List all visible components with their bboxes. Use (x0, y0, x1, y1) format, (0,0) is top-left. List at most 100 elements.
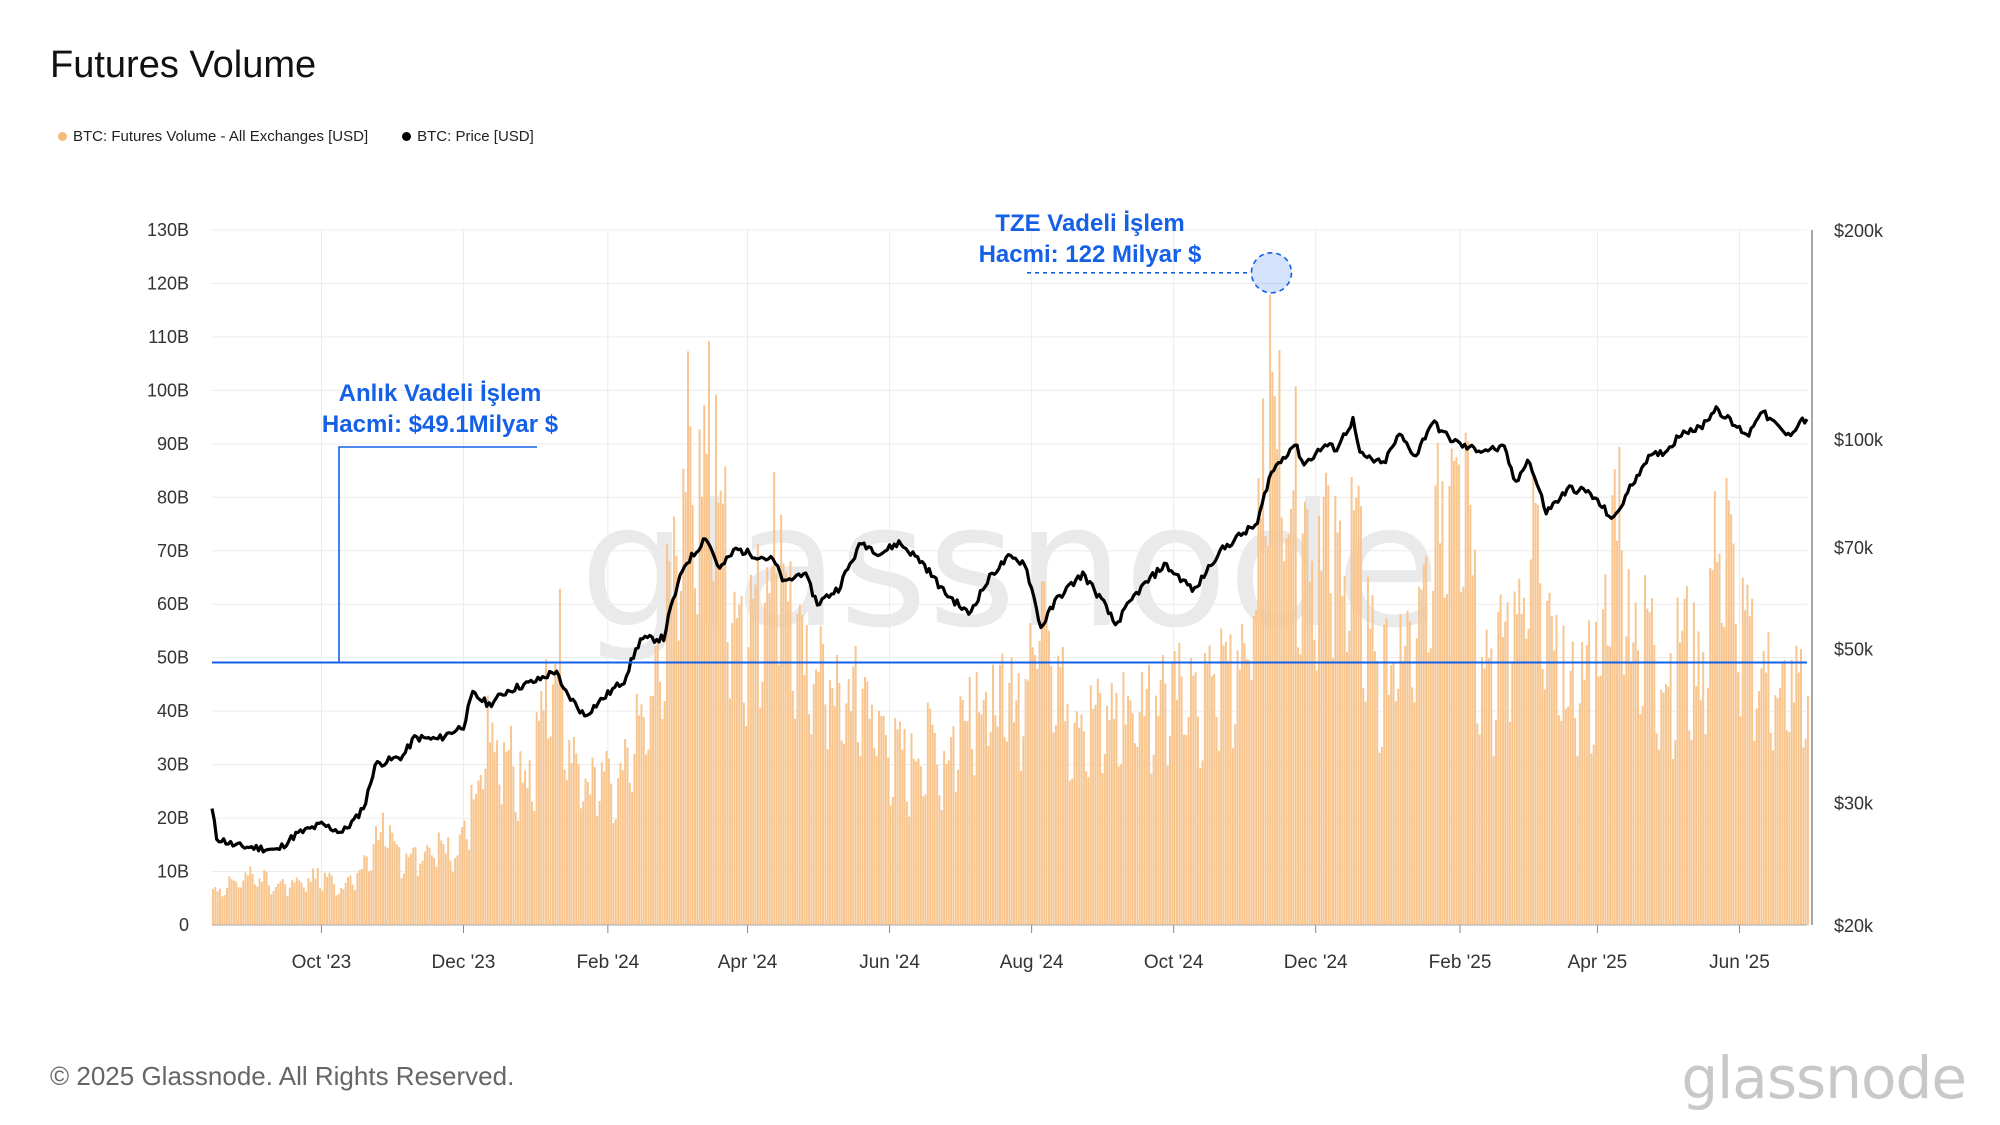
volume-bar (1159, 679, 1162, 925)
price-line (210, 405, 1809, 854)
volume-bar (1331, 658, 1334, 925)
y-left-tick-label: 90B (157, 434, 189, 454)
volume-bar (1800, 649, 1802, 925)
volume-bar (1471, 575, 1474, 925)
volume-bar (1096, 678, 1099, 925)
volume-bar (971, 749, 974, 925)
volume-bar (866, 681, 869, 925)
volume-bar (705, 453, 708, 925)
volume-bar (535, 712, 538, 925)
volume-bar (428, 847, 431, 925)
volume-bar (1050, 666, 1053, 925)
volume-bar (377, 839, 380, 925)
volume-bar (1257, 478, 1260, 925)
volume-bar (1469, 505, 1472, 925)
volume-bar (1681, 630, 1684, 925)
volume-bar (626, 747, 629, 925)
volume-bar (491, 722, 494, 925)
volume-bar (1166, 765, 1169, 925)
volume-bar (354, 890, 357, 925)
volume-bar (808, 714, 811, 925)
volume-bar (249, 866, 252, 925)
volume-bar (239, 887, 242, 925)
volume-bar (826, 749, 829, 925)
volume-bar (1511, 662, 1514, 925)
volume-bar (507, 750, 510, 925)
volume-bar (726, 642, 729, 925)
volume-bar (1271, 371, 1274, 925)
volume-bar (1467, 441, 1470, 925)
volume-bar (1320, 570, 1323, 925)
volume-bar (1280, 517, 1283, 925)
volume-bar (1369, 628, 1372, 925)
y-left-tick-label: 120B (147, 273, 189, 293)
volume-bar (1236, 650, 1239, 925)
legend-item-price[interactable]: BTC: Price [USD] (402, 128, 534, 145)
volume-bar (1385, 618, 1388, 925)
volume-bar (1341, 595, 1344, 925)
volume-bar (575, 753, 578, 925)
volume-bar (563, 769, 566, 925)
volume-bar (407, 857, 410, 925)
volume-bar (845, 703, 848, 925)
volume-bar (1797, 672, 1800, 925)
volume-bar (721, 503, 724, 925)
volume-bar (493, 752, 496, 925)
y-right-tick-label: $200k (1834, 221, 1884, 241)
y-left-tick-label: 40B (157, 701, 189, 721)
volume-bar (1185, 735, 1188, 925)
volume-bar (663, 700, 666, 925)
volume-bar (1779, 687, 1782, 925)
volume-bar (1723, 627, 1726, 925)
volume-bar (312, 868, 315, 925)
volume-bar (528, 760, 531, 925)
legend-dot-volume (58, 132, 67, 141)
volume-bar (1753, 740, 1756, 925)
volume-bar (1525, 638, 1528, 925)
volume-bar (351, 884, 354, 925)
volume-bar (789, 561, 792, 925)
volume-bar (838, 683, 841, 925)
volume-bar (242, 880, 245, 925)
volume-bar (640, 704, 643, 925)
volume-bar (719, 490, 722, 925)
volume-bar (1001, 653, 1004, 925)
volume-bar (624, 739, 627, 925)
volume-bar (1313, 639, 1316, 925)
volume-bar (784, 572, 787, 925)
volume-bar (468, 849, 471, 925)
volume-bar (321, 890, 324, 925)
volume-bar (1292, 490, 1295, 925)
volume-bar (738, 604, 741, 925)
volume-bar (1762, 650, 1765, 925)
volume-bar (1182, 734, 1185, 925)
y-right-tick-label: $70k (1834, 538, 1874, 558)
x-tick-label: Dec '24 (1284, 952, 1348, 973)
volume-bar (931, 724, 934, 925)
volume-bar (1522, 597, 1525, 925)
volume-bar (465, 839, 468, 925)
legend-item-volume[interactable]: BTC: Futures Volume - All Exchanges [USD… (58, 128, 368, 145)
volume-bar (1040, 581, 1043, 925)
chart-title: Futures Volume (50, 44, 317, 86)
volume-bar (1804, 738, 1807, 925)
volume-bar (1243, 643, 1246, 925)
volume-bar (631, 792, 634, 925)
volume-bar (326, 876, 329, 925)
volume-bar (1667, 686, 1670, 925)
volume-bar (936, 764, 939, 925)
volume-bar (1283, 561, 1286, 925)
volume-bar (782, 563, 785, 925)
volume-bar (267, 885, 270, 925)
volume-bar (1383, 624, 1386, 925)
volume-bar (717, 502, 720, 925)
volume-bar (1674, 740, 1677, 925)
volume-bar (1392, 662, 1395, 925)
volume-bar (365, 856, 368, 925)
volume-bar (470, 784, 473, 925)
volume-bar (880, 715, 883, 925)
volume-bar (482, 789, 485, 925)
volume-bar (628, 782, 631, 925)
volume-bar (1655, 733, 1658, 925)
volume-bar (1294, 386, 1297, 925)
